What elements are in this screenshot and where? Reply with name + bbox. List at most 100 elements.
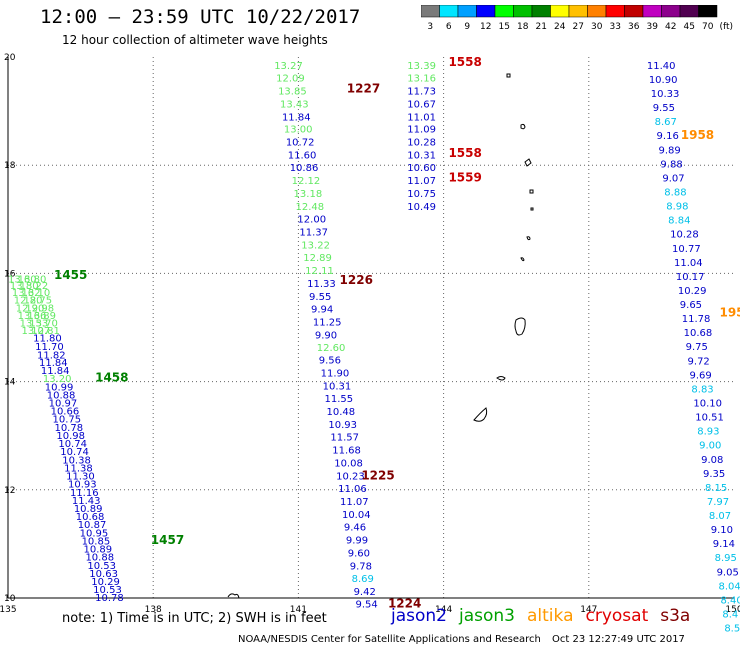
wave-height-value: 8.04 bbox=[719, 581, 740, 592]
wave-height-value: 11.78 bbox=[682, 314, 711, 325]
wave-height-value: 8.83 bbox=[691, 384, 713, 395]
wave-height-value: 13.39 bbox=[407, 61, 436, 72]
wave-height-value: 9.60 bbox=[348, 548, 370, 559]
wave-height-value: 13.16 bbox=[407, 73, 436, 84]
wave-height-value: 10.85 bbox=[82, 536, 111, 547]
colorbar-label: 39 bbox=[647, 22, 659, 32]
wave-height-value: 8.98 bbox=[666, 202, 688, 213]
island-outline bbox=[526, 236, 531, 241]
wave-height-value: 13.07 bbox=[22, 326, 51, 337]
pass-time-label: 1958 bbox=[681, 128, 714, 142]
island-outline bbox=[529, 189, 534, 194]
pass-time-label: 1558 bbox=[448, 146, 481, 160]
wave-height-value: 11.30 bbox=[66, 472, 95, 483]
island-outline bbox=[473, 407, 488, 422]
y-tick-label: 16 bbox=[4, 269, 16, 279]
x-tick-label: 147 bbox=[580, 605, 597, 615]
wave-height-value: 11.07 bbox=[340, 497, 369, 508]
wave-height-value: 9.07 bbox=[662, 173, 684, 184]
wave-height-value: 9.88 bbox=[660, 159, 682, 170]
wave-height-value: 13.85 bbox=[278, 86, 307, 97]
wave-height-value: 10.49 bbox=[407, 202, 436, 213]
wave-height-value: 13.22 bbox=[20, 281, 49, 292]
wave-height-value: 9.69 bbox=[689, 370, 711, 381]
pass-time-label: 1558 bbox=[448, 55, 481, 69]
island-outline bbox=[506, 73, 511, 78]
wave-height-value: 10.29 bbox=[91, 577, 120, 588]
wave-height-value: 10.99 bbox=[45, 382, 74, 393]
wave-height-value: 10.75 bbox=[53, 415, 82, 426]
generation-timestamp: Oct 23 12:27:49 UTC 2017 bbox=[552, 634, 685, 645]
pass-time-label: 1226 bbox=[340, 273, 373, 287]
pass-time-label: 1224 bbox=[388, 597, 421, 611]
wave-height-value: 9.89 bbox=[658, 145, 680, 156]
wave-height-value: 13.22 bbox=[301, 241, 330, 252]
wave-height-value: 10.78 bbox=[54, 423, 83, 434]
mission-jason3: jason3 bbox=[459, 606, 515, 626]
mission-s3a: s3a bbox=[660, 606, 691, 626]
wave-height-value: 10.53 bbox=[93, 585, 122, 596]
mission-cryosat: cryosat bbox=[585, 606, 649, 626]
island-outline bbox=[514, 317, 526, 336]
x-tick-label: 135 bbox=[0, 605, 17, 615]
pass-time-label: 1455 bbox=[54, 268, 87, 282]
wave-height-value: 11.55 bbox=[325, 394, 354, 405]
chart-title: 12:00 – 23:59 UTC 10/22/2017 bbox=[40, 6, 361, 28]
x-tick-label: 150 bbox=[725, 605, 740, 615]
wave-height-value: 13.66 bbox=[18, 311, 47, 322]
wave-height-value: 10.38 bbox=[62, 455, 91, 466]
wave-height-value: 13.89 bbox=[27, 311, 56, 322]
wave-height-value: 13.80 bbox=[10, 281, 39, 292]
wave-height-value: 10.08 bbox=[334, 459, 363, 470]
wave-height-value: 11.60 bbox=[288, 151, 317, 162]
wave-height-value: 10.72 bbox=[286, 138, 315, 149]
colorbar-label: 12 bbox=[480, 22, 491, 32]
wave-height-value: 10.10 bbox=[693, 398, 722, 409]
wave-height-value: 10.75 bbox=[407, 189, 436, 200]
colorbar-label: 36 bbox=[628, 22, 640, 32]
wave-height-value: 8.93 bbox=[697, 427, 719, 438]
wave-height-value: 10.87 bbox=[78, 520, 107, 531]
wave-height-value: 11.25 bbox=[313, 317, 342, 328]
island-outline bbox=[530, 207, 534, 211]
wave-height-value: 8.40 bbox=[720, 595, 740, 606]
wave-height-value: 9.78 bbox=[350, 561, 372, 572]
mission-jason2: jason2 bbox=[391, 606, 447, 626]
wave-height-value: 13.18 bbox=[294, 189, 323, 200]
wave-height-value: 12.98 bbox=[25, 303, 54, 314]
pass-time-label: 1559 bbox=[448, 170, 481, 184]
wave-height-value: 11.57 bbox=[330, 433, 359, 444]
colorbar-label: 21 bbox=[536, 22, 547, 32]
wave-height-value: 12.89 bbox=[303, 253, 332, 264]
legend-note: note: 1) Time is in UTC; 2) SWH is in fe… bbox=[62, 611, 327, 626]
wave-height-value: 10.68 bbox=[684, 328, 713, 339]
wave-height-value: 13.53 bbox=[20, 318, 49, 329]
colorbar-swatch bbox=[698, 5, 718, 18]
x-tick-label: 141 bbox=[290, 605, 307, 615]
x-tick-label: 144 bbox=[435, 605, 452, 615]
wave-height-value: 10.74 bbox=[58, 439, 87, 450]
wave-height-value: 13.62 bbox=[12, 288, 41, 299]
wave-height-value: 10.97 bbox=[49, 398, 78, 409]
wave-height-value: 11.82 bbox=[37, 350, 66, 361]
colorbar-label: 27 bbox=[573, 22, 584, 32]
wave-height-value: 12.09 bbox=[276, 73, 305, 84]
wave-height-value: 10.67 bbox=[407, 99, 436, 110]
colorbar-label: (ft) bbox=[719, 22, 733, 32]
wave-height-value: 11.33 bbox=[307, 279, 336, 290]
wave-height-value: 9.42 bbox=[354, 587, 376, 598]
wave-height-value: 8.15 bbox=[705, 483, 727, 494]
y-tick-label: 14 bbox=[4, 378, 16, 388]
wave-height-value: 10.60 bbox=[407, 163, 436, 174]
wave-height-value: 10.28 bbox=[670, 230, 699, 241]
credit-line: NOAA/NESDIS Center for Satellite Applica… bbox=[238, 634, 541, 645]
wave-height-value: 10.89 bbox=[84, 545, 113, 556]
wave-height-value: 13.80 bbox=[18, 275, 47, 286]
wave-height-value: 10.31 bbox=[407, 151, 436, 162]
wave-height-value: 12.11 bbox=[305, 266, 334, 277]
pass-time-label: 1957 bbox=[719, 306, 740, 320]
mission-altika: altika bbox=[527, 606, 574, 626]
wave-height-value: 11.84 bbox=[41, 366, 70, 377]
wave-height-value: 10.89 bbox=[74, 504, 103, 515]
